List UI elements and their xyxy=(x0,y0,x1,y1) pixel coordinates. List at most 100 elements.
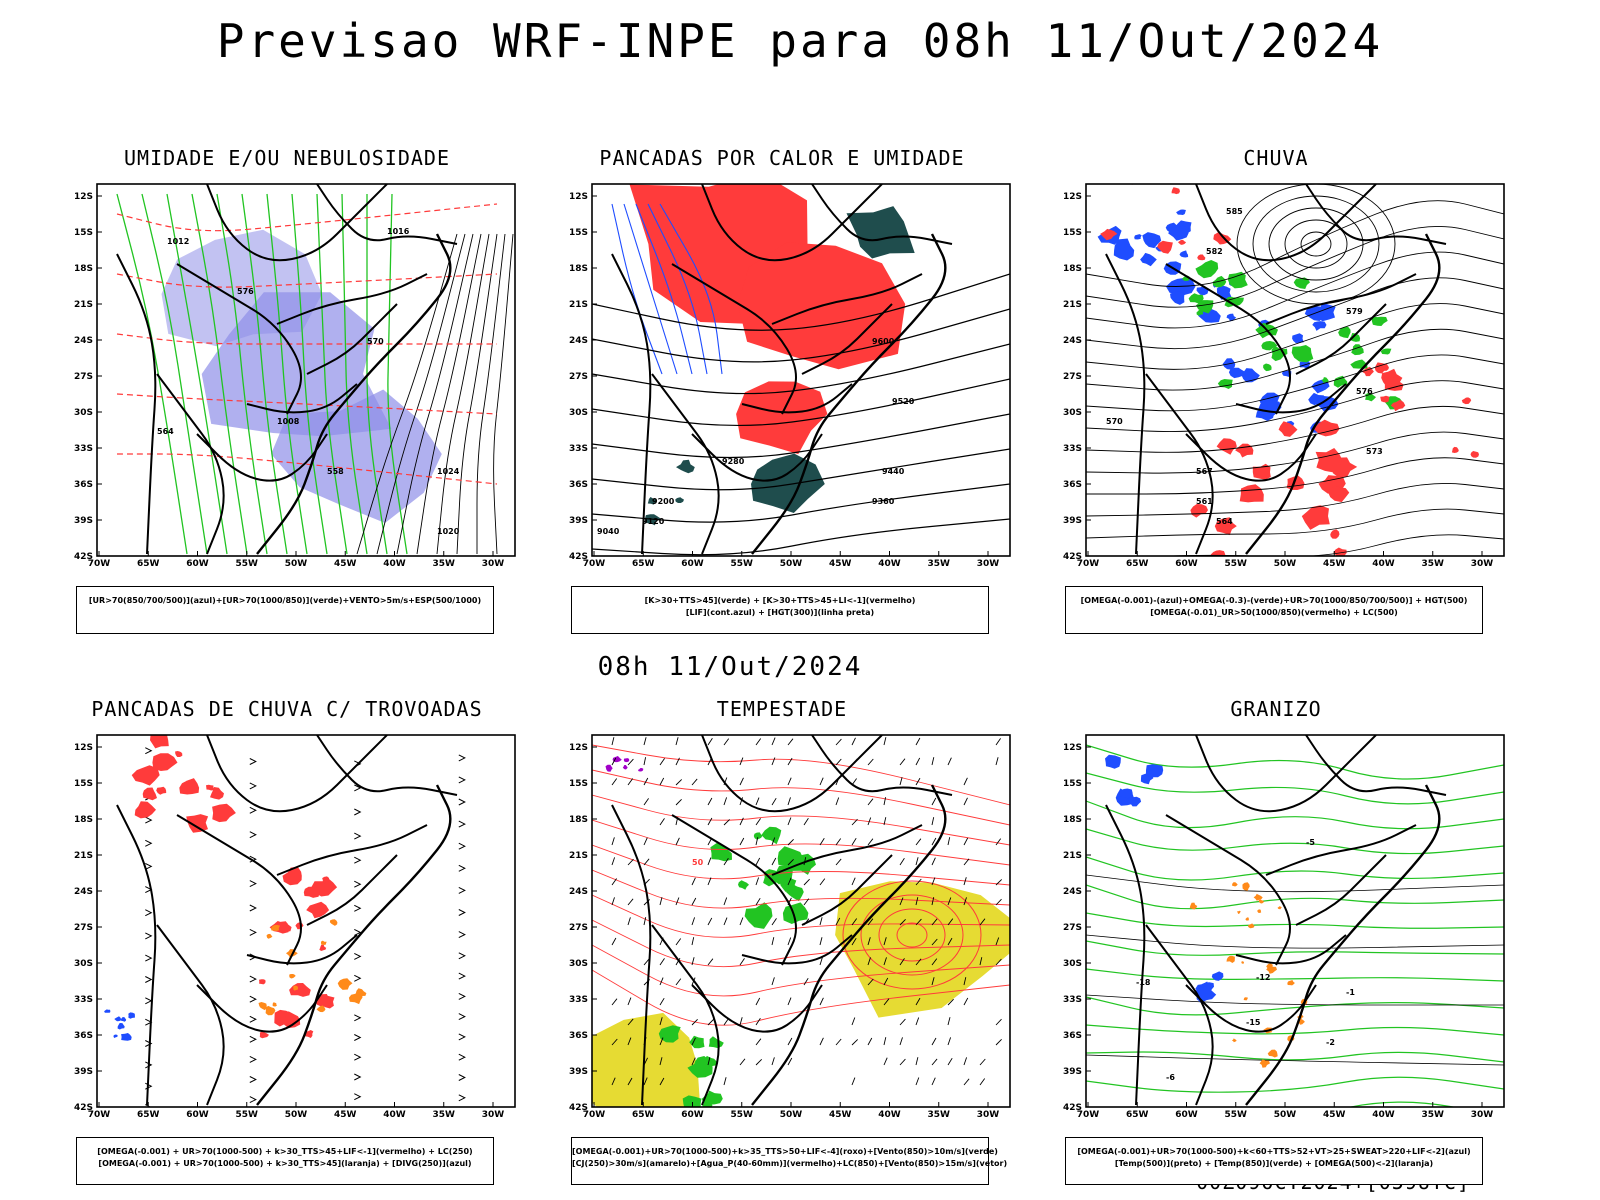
wind-vector xyxy=(963,977,967,986)
contour-label: 9440 xyxy=(882,467,905,476)
wind-vector xyxy=(739,817,744,826)
wind-vector xyxy=(691,897,697,906)
coastline xyxy=(751,784,947,1106)
wind-vector xyxy=(899,918,906,926)
thunderstorm-area-red xyxy=(259,979,266,985)
rain-area-red xyxy=(1301,505,1330,530)
wind-vector xyxy=(867,957,871,966)
omega500-area xyxy=(1277,906,1282,910)
state-border xyxy=(611,804,652,1106)
panel-title: TEMPESTADE xyxy=(716,697,848,721)
omega500-area xyxy=(1189,902,1198,910)
panel-title: CHUVA xyxy=(1243,146,1309,170)
thunderstorm-area-red xyxy=(131,765,160,786)
rain-area-blue xyxy=(1255,403,1275,421)
wind-vector xyxy=(867,978,874,986)
streamline-arrow xyxy=(145,1061,153,1069)
lon-tick-label: 40W xyxy=(383,1110,406,1120)
wind-vector xyxy=(659,997,665,1006)
lat-tick-label: 42S xyxy=(1063,552,1082,562)
rain-area-green xyxy=(1338,326,1351,339)
state-border xyxy=(1235,934,1347,965)
wind-vector xyxy=(931,1077,936,1086)
contour-label: 576 xyxy=(237,287,254,296)
state-border xyxy=(811,735,953,796)
thunderstorm-area-orange xyxy=(272,1002,277,1007)
rain-area-green xyxy=(1232,297,1244,306)
streamline-arrow xyxy=(458,776,466,784)
wind-vector xyxy=(995,937,1000,946)
rain-area-green xyxy=(1227,271,1248,289)
wind-vector xyxy=(627,1018,634,1026)
lon-tick-label: 45W xyxy=(829,559,852,569)
lat-tick-label: 18S xyxy=(569,264,588,274)
lat-tick-label: 39S xyxy=(1063,516,1082,526)
wind-vector xyxy=(691,1018,698,1026)
contour-label: 570 xyxy=(367,337,384,346)
panel-title: GRANIZO xyxy=(1230,697,1322,721)
storm-area-purple xyxy=(637,768,644,772)
humidity-contour xyxy=(191,193,248,555)
wind-vector xyxy=(835,838,842,846)
map-frame xyxy=(1085,183,1505,557)
omega500-area xyxy=(1266,966,1277,974)
temp500-contour xyxy=(1086,934,1504,949)
wind-vector xyxy=(739,1058,746,1066)
legend-box: [OMEGA(-0.001)+UR>70(1000-500)+k>35_TTS>… xyxy=(571,1137,1008,1185)
wind-vector xyxy=(867,1037,873,1046)
wind-vector xyxy=(883,797,887,806)
state-border xyxy=(1295,854,1387,926)
streamline-arrow xyxy=(354,1053,362,1061)
wind850-area xyxy=(744,902,773,929)
humidity-contour xyxy=(387,193,408,555)
streamline-arrow xyxy=(354,1073,362,1081)
wind-vector xyxy=(931,977,935,986)
water-vapor-contour xyxy=(592,819,1010,866)
page-title: Previsao WRF-INPE para 08h 11/Out/2024 xyxy=(216,14,1384,68)
rain-area-red xyxy=(1239,484,1264,503)
wind850-area xyxy=(761,826,782,845)
rain-area-red xyxy=(1126,184,1134,185)
lon-tick-label: 30W xyxy=(482,1110,505,1120)
wind-vector xyxy=(739,1017,743,1026)
legend-box: [OMEGA(-0.001)+UR>70(1000-500)+k<60+TTS>… xyxy=(1065,1137,1483,1185)
thickness-contour xyxy=(117,453,498,485)
wind-vector xyxy=(883,737,887,746)
temp850-contour xyxy=(1086,800,1504,830)
wind-vector xyxy=(659,758,665,766)
map-background xyxy=(97,735,515,1107)
hgt500-contour xyxy=(1086,354,1504,412)
wind-vector xyxy=(723,858,729,866)
streamline-arrow xyxy=(249,995,257,1003)
lon-tick-label: 65W xyxy=(137,559,160,569)
thunderstorm-area-red xyxy=(212,803,236,823)
wind-vector xyxy=(931,918,938,926)
lat-tick-label: 18S xyxy=(1063,264,1082,274)
contour-label: 9280 xyxy=(722,457,745,466)
humidity-contour xyxy=(241,193,288,555)
thunderstorm-area-orange xyxy=(289,974,296,979)
wind-vector xyxy=(787,738,794,746)
lat-tick-label: 36S xyxy=(1063,1031,1082,1041)
rain-area-red xyxy=(1330,529,1340,539)
temp850-contour xyxy=(1086,856,1504,881)
wind-vector xyxy=(851,1017,856,1026)
hail-area xyxy=(1196,985,1217,1003)
streamline-arrow xyxy=(145,862,153,870)
streamline-arrow xyxy=(249,880,257,888)
wind-vector xyxy=(963,1078,970,1086)
contour-label: 576 xyxy=(1356,387,1373,396)
lat-tick-label: 36S xyxy=(74,480,93,490)
wind-vector xyxy=(659,1057,663,1066)
legend-line: [CJ(250)>30m/s](amarelo)+[Agua_P(40-60mm… xyxy=(572,1159,1008,1168)
omega500-area xyxy=(1258,899,1265,904)
lat-tick-label: 24S xyxy=(74,336,93,346)
wind-vector xyxy=(947,1057,953,1066)
streamline-arrow xyxy=(354,1014,362,1022)
wind-vector xyxy=(611,937,617,946)
streamline-arrow xyxy=(458,842,466,850)
legend-box: [OMEGA(-0.001)-(azul)+OMEGA(-0.3)-(verde… xyxy=(1065,586,1483,634)
rain-area-red xyxy=(1470,451,1479,458)
rain-area-red xyxy=(1318,573,1346,584)
